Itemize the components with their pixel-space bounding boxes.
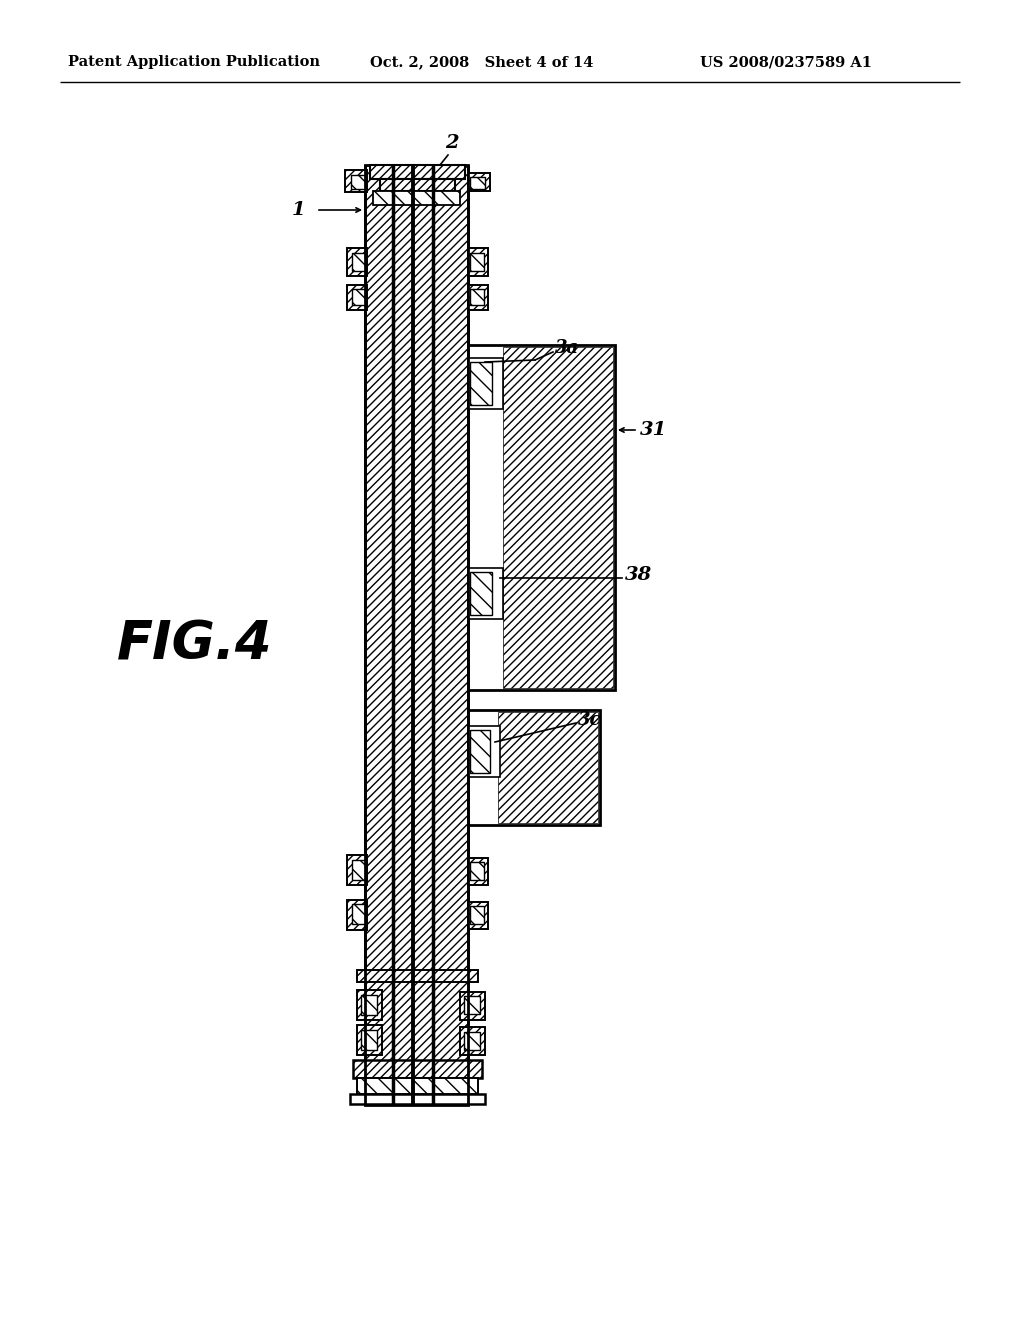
Bar [503,347,613,688]
Bar [347,248,367,276]
Bar [470,862,484,880]
Bar [470,733,486,768]
Bar [460,993,485,1020]
Bar [468,729,488,774]
Text: US 2008/0237589 A1: US 2008/0237589 A1 [700,55,872,69]
Text: 3c: 3c [578,711,601,729]
Bar [352,904,366,924]
Bar [361,1030,377,1049]
Bar [468,710,600,825]
Bar [468,285,488,310]
Bar [468,726,500,777]
Bar [468,570,488,615]
Bar [365,165,468,1105]
Bar [498,711,598,822]
Bar [470,177,485,189]
Text: FIG.4: FIG.4 [117,619,272,671]
Text: 2: 2 [445,135,459,152]
Bar [347,900,367,931]
Bar [347,285,367,310]
Bar [361,995,377,1015]
Text: Patent Application Publication: Patent Application Publication [68,55,319,69]
Text: 3a: 3a [555,339,580,356]
Bar [470,576,486,610]
Bar [370,165,465,180]
Bar [357,1026,382,1055]
Bar [353,1060,482,1078]
Bar [470,576,485,607]
Bar [464,1032,480,1049]
Bar [345,170,367,191]
Bar [380,180,455,191]
Bar [468,173,490,191]
Bar [470,253,484,271]
Text: 1: 1 [292,201,305,219]
Bar [460,1027,485,1055]
Bar [470,366,485,397]
Bar [352,861,366,880]
Bar [357,970,478,982]
Bar [357,1078,478,1094]
Bar [468,360,488,405]
Bar [468,345,615,690]
Bar [352,253,366,271]
Bar [351,176,365,189]
Bar [357,990,382,1020]
Text: 38: 38 [625,566,652,583]
Bar [350,1094,485,1104]
Bar [470,366,486,400]
Bar [468,248,488,276]
Bar [470,572,492,615]
Bar [470,730,490,774]
Bar [470,289,484,305]
Text: 31: 31 [640,421,668,440]
Bar [470,906,484,924]
Bar [468,358,503,409]
Bar [470,362,492,405]
Bar [468,858,488,884]
Bar [373,191,460,205]
Text: Oct. 2, 2008   Sheet 4 of 14: Oct. 2, 2008 Sheet 4 of 14 [370,55,593,69]
Bar [470,734,485,766]
Bar [347,855,367,884]
Bar [464,997,480,1014]
Bar [468,902,488,929]
Bar [352,289,366,305]
Bar [468,568,503,619]
